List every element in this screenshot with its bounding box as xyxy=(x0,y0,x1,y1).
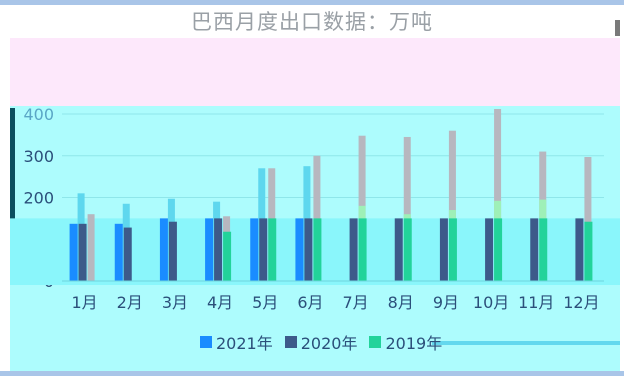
top-border xyxy=(0,0,624,5)
bar-2020年 xyxy=(214,218,223,281)
decorative-line xyxy=(432,341,620,345)
x-tick-label: 5月 xyxy=(252,293,278,312)
legend-item-2021: 2021年 xyxy=(200,330,273,354)
legend-swatch-2020 xyxy=(284,336,297,348)
background-bar xyxy=(87,214,95,281)
bar-2020年 xyxy=(168,221,177,281)
bar-2020年 xyxy=(530,218,539,281)
footer-band xyxy=(10,348,620,372)
x-tick-label: 1月 xyxy=(71,293,97,312)
left-accent-bar xyxy=(10,108,15,220)
x-tick-label: 10月 xyxy=(473,293,509,312)
x-tick-label: 6月 xyxy=(297,293,323,312)
bar-2021年 xyxy=(205,218,214,281)
x-tick-label: 12月 xyxy=(563,293,599,312)
bottom-border xyxy=(0,371,624,376)
background-bar xyxy=(584,157,592,281)
bar-2020年 xyxy=(485,218,494,281)
bar-2020年 xyxy=(78,223,87,281)
bar-2020年 xyxy=(394,218,403,281)
legend-item-2019: 2019年 xyxy=(369,330,442,354)
bar-2020年 xyxy=(259,218,268,281)
bar-2021年 xyxy=(159,218,168,281)
background-bar xyxy=(403,136,411,281)
bar-2019年 xyxy=(223,231,232,281)
background-bar xyxy=(448,130,456,281)
chart-legend: 2021年 2020年 2019年 xyxy=(200,331,442,353)
legend-label-2020: 2020年 xyxy=(300,334,358,353)
bar-2019年 xyxy=(494,218,503,281)
bar-2021年 xyxy=(295,218,304,281)
bar-2020年 xyxy=(439,218,448,281)
y-tick-label: 200 xyxy=(23,189,54,208)
bar-2019年 xyxy=(448,218,457,281)
legend-swatch-2019 xyxy=(369,336,382,348)
subtitle-band xyxy=(10,38,620,110)
legend-item-2020: 2020年 xyxy=(284,330,358,354)
y-tick-label: 400 xyxy=(23,105,54,124)
bar-2020年 xyxy=(349,218,358,281)
bar-2021年 xyxy=(250,218,259,281)
x-tick-label: 8月 xyxy=(388,293,414,312)
x-tick-label: 11月 xyxy=(518,293,554,312)
bar-2019年 xyxy=(584,221,593,281)
x-tick-label: 9月 xyxy=(433,293,459,312)
x-tick-label: 2月 xyxy=(117,293,143,312)
x-tick-label: 4月 xyxy=(207,293,233,312)
bar-2019年 xyxy=(313,218,322,281)
header-band xyxy=(10,8,620,42)
chart-title: 巴西月度出口数据：万吨 xyxy=(191,10,433,34)
background-bar xyxy=(494,108,502,282)
x-tick-label: 7月 xyxy=(342,293,368,312)
legend-label-2021: 2021年 xyxy=(216,334,273,353)
bar-2021年 xyxy=(114,223,123,281)
bar-2021年 xyxy=(69,223,78,281)
right-tab-marker xyxy=(615,20,620,36)
bar-2019年 xyxy=(358,218,367,281)
x-tick-label: 3月 xyxy=(162,293,188,312)
legend-label-2019: 2019年 xyxy=(385,334,443,353)
bar-2019年 xyxy=(539,218,548,281)
bar-2020年 xyxy=(575,218,584,281)
bar-2019年 xyxy=(403,218,412,281)
bar-2020年 xyxy=(123,227,132,281)
legend-swatch-2021 xyxy=(200,336,212,348)
bar-2020年 xyxy=(304,218,313,281)
y-tick-label: 300 xyxy=(23,147,54,166)
bar-2019年 xyxy=(268,218,277,281)
